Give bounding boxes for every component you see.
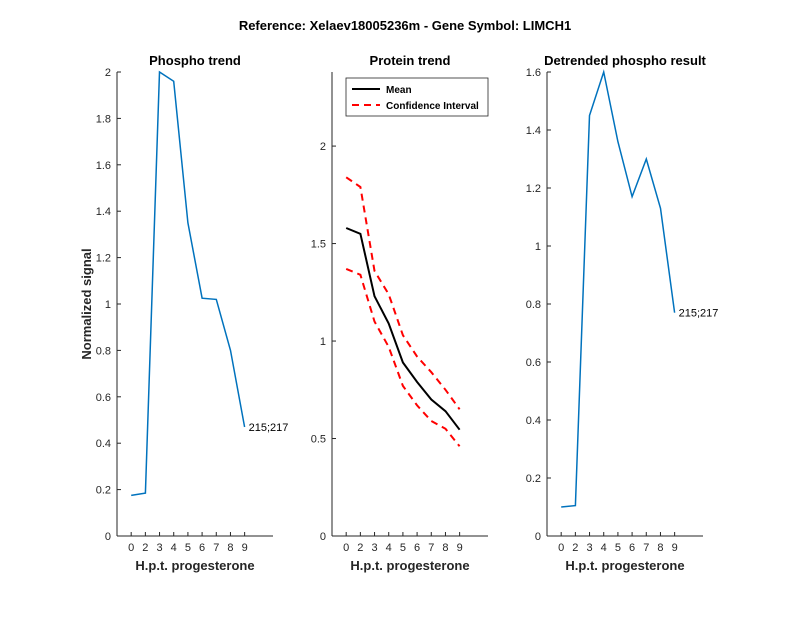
y-tick-label: 1.4 <box>526 125 541 137</box>
y-tick-label: 0 <box>105 531 111 543</box>
x-tick-label: 3 <box>371 542 377 554</box>
y-tick-label: 0.8 <box>96 345 111 357</box>
x-tick-label: 7 <box>643 542 649 554</box>
x-tick-label: 8 <box>442 542 448 554</box>
x-tick-label: 4 <box>171 542 177 554</box>
x-tick-label: 2 <box>572 542 578 554</box>
y-tick-label: 1.2 <box>96 253 111 265</box>
point-annotation: 215;217 <box>249 422 289 434</box>
y-tick-label: 0.2 <box>526 473 541 485</box>
y-tick-label: 1 <box>535 241 541 253</box>
y-tick-label: 1.8 <box>96 113 111 125</box>
y-tick-label: 0.8 <box>526 299 541 311</box>
y-tick-label: 0.6 <box>526 357 541 369</box>
legend-box <box>345 77 489 117</box>
y-tick-label: 1.6 <box>96 160 111 172</box>
x-tick-label: 6 <box>629 542 635 554</box>
series-line-phospho <box>131 70 246 497</box>
panel-phospho-trend: 0 2 3 4 5 6 7 8 900.20.40.60.811.21.41.61.82Phos… <box>79 53 288 573</box>
x-tick-label: 8 <box>657 542 663 554</box>
x-tick-label: 7 <box>213 542 219 554</box>
x-tick-label: 5 <box>615 542 621 554</box>
legend-label: Mean <box>386 85 412 96</box>
x-axis-label: H.p.t. progesterone <box>135 558 254 573</box>
panel-detrended-phospho: 0 2 3 4 5 6 7 8 900.20.40.60.811.21.41.6Detrende… <box>526 53 719 573</box>
x-tick-label: 5 <box>185 542 191 554</box>
x-tick-label: 3 <box>586 542 592 554</box>
y-tick-label: 1 <box>105 299 111 311</box>
x-tick-label: 0 <box>128 542 134 554</box>
x-axis-label: H.p.t. progesterone <box>565 558 684 573</box>
y-axis-label: Normalized signal <box>79 248 94 359</box>
series-line-confidence-interval-upper <box>345 176 461 410</box>
x-tick-label: 9 <box>457 542 463 554</box>
y-tick-label: 1.4 <box>96 206 111 218</box>
x-tick-label: 9 <box>242 542 248 554</box>
legend-label: Confidence Interval <box>386 101 479 112</box>
x-tick-label: 4 <box>386 542 392 554</box>
series-line-confidence-interval-lower <box>345 267 461 447</box>
panel-title-protein-trend: Protein trend <box>370 53 451 68</box>
y-tick-label: 1.5 <box>311 239 326 251</box>
y-tick-label: 1.2 <box>526 183 541 195</box>
y-tick-label: 0 <box>535 531 541 543</box>
point-annotation: 215;217 <box>679 308 719 320</box>
y-tick-label: 0.5 <box>311 434 326 446</box>
y-tick-label: 2 <box>105 67 111 79</box>
y-tick-label: 0.2 <box>96 485 111 497</box>
x-tick-label: 0 <box>558 542 564 554</box>
y-tick-label: 1.6 <box>526 67 541 79</box>
x-tick-label: 0 <box>343 542 349 554</box>
x-tick-label: 8 <box>227 542 233 554</box>
series-line-detrended <box>561 69 676 508</box>
x-tick-label: 4 <box>601 542 607 554</box>
y-tick-label: 0.4 <box>526 415 541 427</box>
panel-title-phospho-trend: Phospho trend <box>149 53 241 68</box>
x-tick-label: 7 <box>428 542 434 554</box>
figure-title: Reference: Xelaev18005236m - Gene Symbol… <box>239 18 571 33</box>
panel-title-detrended-phospho: Detrended phospho result <box>544 53 706 68</box>
x-tick-label: 6 <box>414 542 420 554</box>
x-tick-label: 3 <box>156 542 162 554</box>
y-tick-label: 1 <box>320 336 326 348</box>
x-tick-label: 5 <box>400 542 406 554</box>
x-tick-label: 2 <box>357 542 363 554</box>
x-tick-label: 6 <box>199 542 205 554</box>
x-tick-label: 2 <box>142 542 148 554</box>
y-tick-label: 0 <box>320 531 326 543</box>
y-tick-label: 2 <box>320 141 326 153</box>
series-line-mean <box>345 227 461 431</box>
x-tick-label: 9 <box>672 542 678 554</box>
x-axis-label: H.p.t. progesterone <box>350 558 469 573</box>
y-tick-label: 0.6 <box>96 392 111 404</box>
y-tick-label: 0.4 <box>96 438 111 450</box>
